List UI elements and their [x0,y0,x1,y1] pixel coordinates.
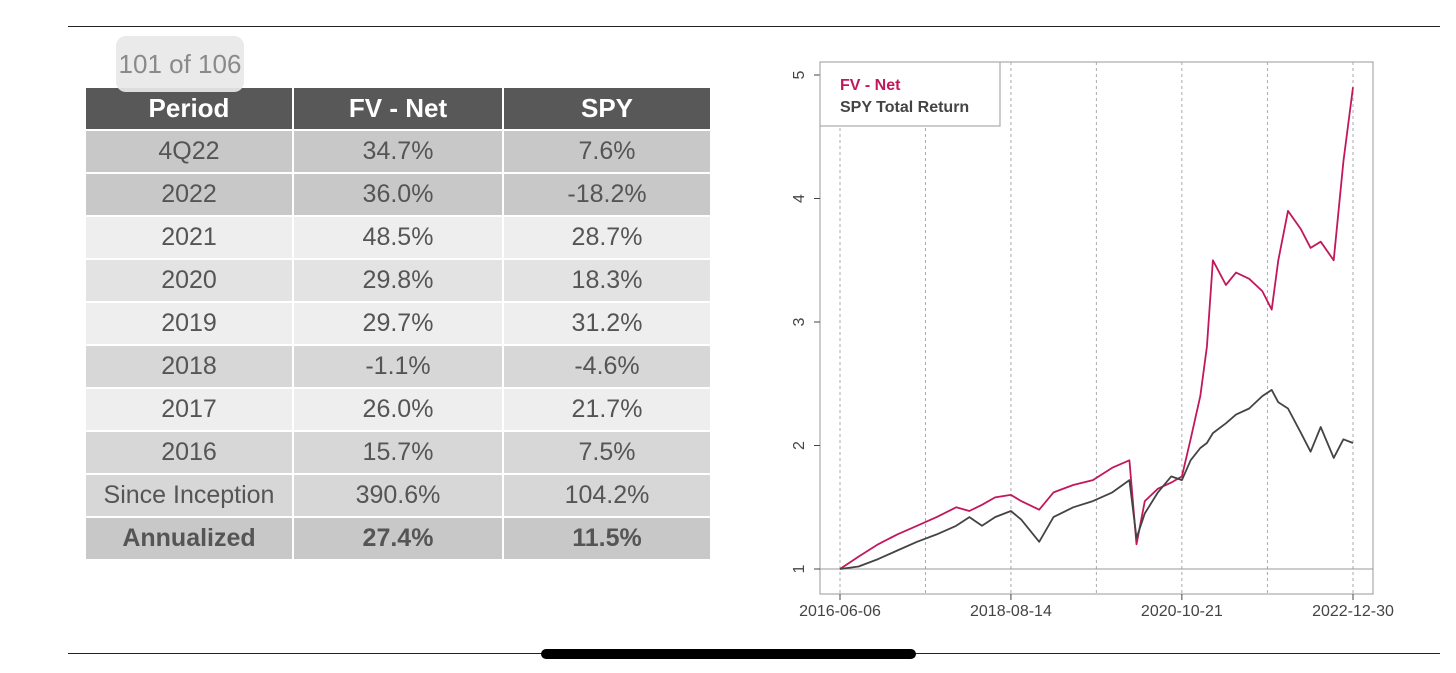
cell-fv-net: 36.0% [292,172,504,217]
y-tick-label: 2 [791,441,808,450]
cell-period: Annualized [84,516,294,561]
table-row: 2022 36.0% -18.2% [84,172,712,217]
cell-spy: 104.2% [502,473,712,518]
cell-period: 2019 [84,301,294,346]
cell-period: 2016 [84,430,294,475]
header-fv-net: FV - Net [292,86,504,131]
series-layer [839,87,1354,570]
top-rule [68,26,1440,27]
table-row: 2017 26.0% 21.7% [84,387,712,432]
cell-fv-net: 390.6% [292,473,504,518]
cell-fv-net: -1.1% [292,344,504,389]
cell-fv-net: 29.8% [292,258,504,303]
legend-entry-fv-net: FV - Net [840,77,901,94]
cell-period: 2021 [84,215,294,260]
y-tick-label: 5 [791,70,808,79]
cell-spy: 11.5% [502,516,712,561]
table-header-row: Period FV - Net SPY [84,86,712,131]
table-row: Since Inception 390.6% 104.2% [84,473,712,518]
performance-table: Period FV - Net SPY 4Q22 34.7% 7.6% 2022… [84,86,712,561]
cell-period: 2020 [84,258,294,303]
cell-fv-net: 34.7% [292,129,504,174]
y-tick-label: 1 [791,564,808,573]
cell-spy: 21.7% [502,387,712,432]
y-axis: 1 2 3 4 5 [791,70,820,573]
legend-box [819,61,1001,127]
cell-fv-net: 48.5% [292,215,504,260]
cell-spy: 7.5% [502,430,712,475]
table-row: Annualized 27.4% 11.5% [84,516,712,561]
cell-spy: 31.2% [502,301,712,346]
series-line-spy [839,388,1354,570]
cell-fv-net: 29.7% [292,301,504,346]
table-row: 2020 29.8% 18.3% [84,258,712,303]
table-row: 2021 48.5% 28.7% [84,215,712,260]
y-tick-label: 4 [791,194,808,203]
legend: FV - Net SPY Total Return [819,61,1001,127]
header-period: Period [84,86,294,131]
x-tick-label: 2018-08-14 [970,603,1052,620]
table-row: 2019 29.7% 31.2% [84,301,712,346]
table-row: 2018 -1.1% -4.6% [84,344,712,389]
cell-period: Since Inception [84,473,294,518]
table-row: 2016 15.7% 7.5% [84,430,712,475]
cell-period: 2018 [84,344,294,389]
cell-period: 2022 [84,172,294,217]
series-line-fv-net [839,87,1354,570]
cell-spy: 28.7% [502,215,712,260]
cell-spy: -18.2% [502,172,712,217]
cell-spy: 18.3% [502,258,712,303]
line-chart: 1 2 3 4 5 2016-06-06 2018-08-14 2020-10-21 2022… [791,61,1394,620]
page-counter: 101 of 106 [116,36,244,92]
cell-spy: -4.6% [502,344,712,389]
table-row: 4Q22 34.7% 7.6% [84,129,712,174]
x-tick-label: 2020-10-21 [1141,603,1223,620]
x-axis: 2016-06-06 2018-08-14 2020-10-21 2022-12-30 [799,593,1394,620]
cell-fv-net: 26.0% [292,387,504,432]
header-spy: SPY [502,86,712,131]
home-indicator[interactable] [541,649,916,659]
grid-layer [839,62,1354,594]
x-tick-label: 2016-06-06 [799,603,881,620]
cell-period: 2017 [84,387,294,432]
y-tick-label: 3 [791,317,808,326]
cell-fv-net: 15.7% [292,430,504,475]
cell-period: 4Q22 [84,129,294,174]
cell-fv-net: 27.4% [292,516,504,561]
legend-entry-spy: SPY Total Return [840,99,969,116]
x-tick-label: 2022-12-30 [1312,603,1394,620]
cell-spy: 7.6% [502,129,712,174]
